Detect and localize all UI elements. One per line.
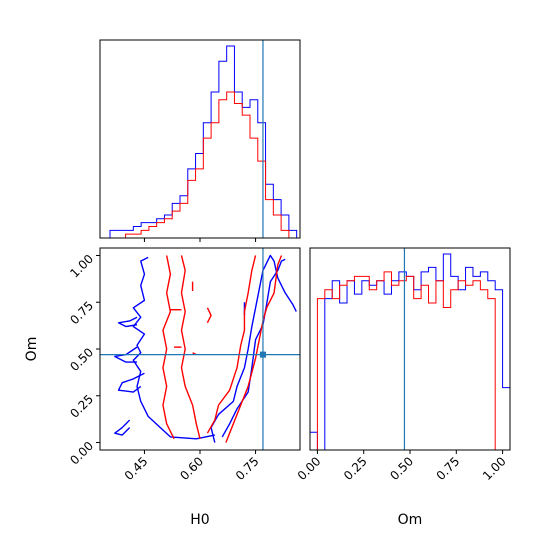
x-tick-label: 0.00 [295, 454, 324, 483]
x-tick-label: 0.75 [434, 454, 463, 483]
h0-om-x-ticks: 0.45 0.60 0.75 [122, 450, 262, 483]
contour-line [132, 256, 215, 440]
contour-line [221, 258, 286, 438]
om-y-axis-label: Om [24, 337, 40, 362]
contour-line [210, 254, 297, 443]
y-tick-label: 1.00 [67, 252, 96, 281]
contour-line [162, 255, 175, 440]
contour-line [117, 316, 138, 328]
y-tick-label: 0.00 [67, 439, 96, 468]
panel-h0-om-joint: 0.45 0.60 0.75 0.00 0.25 0.50 0.75 1.00 [67, 247, 301, 483]
y-tick-label: 0.50 [67, 345, 96, 374]
x-tick-label: 1.00 [480, 454, 509, 483]
contour-line [206, 255, 257, 434]
h0-om-frame [99, 247, 301, 451]
om-histogram-series-red [310, 271, 510, 451]
h0-om-truth-lines [100, 248, 300, 450]
panel-om-marginal: 0.00 0.25 0.50 0.75 1.00 [295, 247, 511, 483]
y-tick-label: 0.25 [67, 392, 96, 421]
h0-om-y-ticks: 0.00 0.25 0.50 0.75 1.00 [67, 252, 100, 468]
y-tick-label: 0.75 [67, 298, 96, 327]
om-marginal-frame [309, 247, 511, 451]
x-tick-label: 0.45 [122, 454, 151, 483]
contour-line [225, 255, 283, 443]
contour-line [180, 255, 201, 439]
h0-histogram-series-red [110, 91, 297, 239]
contour-line [114, 346, 138, 363]
om-axis-label: Om [398, 512, 423, 528]
x-tick-label: 0.60 [177, 454, 206, 483]
h0-marginal-frame [99, 39, 301, 239]
contour-line [114, 419, 131, 436]
h0-marginal-ticks [143, 238, 257, 242]
h0-om-contours [114, 254, 297, 443]
om-marginal-x-ticks: 0.00 0.25 0.50 0.75 1.00 [295, 450, 509, 483]
h0-axis-label: H0 [190, 512, 209, 528]
truth-marker [259, 351, 266, 358]
contour-line [117, 372, 145, 393]
contour-line [206, 307, 212, 324]
x-tick-label: 0.25 [341, 454, 370, 483]
histogram-step-line [110, 91, 297, 239]
x-tick-label: 0.75 [233, 454, 262, 483]
x-tick-label: 0.50 [387, 454, 416, 483]
panel-h0-marginal [99, 39, 301, 242]
histogram-step-line [310, 271, 510, 451]
